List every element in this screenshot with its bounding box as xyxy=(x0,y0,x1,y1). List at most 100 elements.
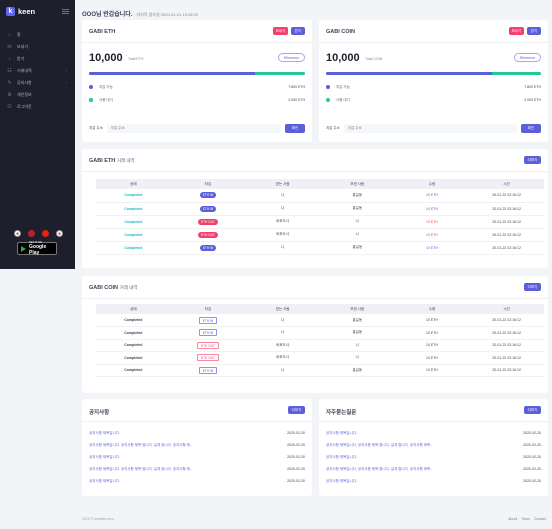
network-badge[interactable]: Ethereum xyxy=(513,53,541,62)
eth-history-table: 상태 타입 받는 사람 보낸 사람 수량 시간 Completed ETH IN 나 홍길동 10 … xyxy=(96,179,544,255)
notice-item[interactable]: 공지사항 제목입니다. 공지사항 제목 잠니다. 길게 잠니다. 공지사항 제.… xyxy=(89,439,305,451)
wallet-confirm-button[interactable]: 확인 xyxy=(521,123,541,133)
notice-item-title: 공지사항 제목입니다. xyxy=(89,454,120,459)
wallet-unit: Total COIN xyxy=(365,57,383,61)
notice-item-date: 2020-02-20 xyxy=(523,455,541,459)
status-text: Completed xyxy=(124,206,143,211)
notice-item[interactable]: 공지사항 제목입니다. 2020-02-20 xyxy=(326,427,541,439)
network-badge[interactable]: Ethereum xyxy=(277,53,305,62)
table-row[interactable]: Completed ETH IN 나 홍길동 10 ETH 20-01-22 22:16:… xyxy=(96,314,544,327)
legend-dot xyxy=(326,98,330,102)
notice-item[interactable]: 공지사항 제목입니다. 2020-02-20 xyxy=(326,451,541,463)
notice-item[interactable]: 공지사항 제목입니다. 2020-02-20 xyxy=(89,427,305,439)
table-body: Completed ETH IN 나 홍길동 10 ETH 20-01-22 22:16:… xyxy=(96,189,544,255)
sidebar-item-4[interactable]: ✎ 공지사항 › xyxy=(0,77,75,89)
notice-card: 공지사항 더보기 공지사항 제목입니다. 2020-02-20 공지사항 제목입니다… xyxy=(82,399,312,496)
legend-available: 지갑 가능 7,800 ETH xyxy=(89,84,305,90)
column-header: 상태 xyxy=(96,304,171,314)
column-header: 받는 사람 xyxy=(245,304,320,314)
table-row[interactable]: Completed ETH IN 나 홍길동 10 ETH 20-01-22 22:16:… xyxy=(96,189,544,203)
wallet-address-input[interactable] xyxy=(343,123,517,133)
table-row[interactable]: Completed ETH OUT 바후도사 나 10 ETH 20-01-22 22:1… xyxy=(96,351,544,365)
type-badge: ETH OUT xyxy=(196,354,219,362)
cell-from: 홍길동 xyxy=(319,202,395,216)
wallet-address-input[interactable] xyxy=(106,123,281,133)
table-body: Completed ETH IN 나 홍길동 10 ETH 20-01-22 22:16:… xyxy=(96,314,544,377)
table-row[interactable]: Completed ETH OUT 바후도사 나 10 ETH 20-01-22 22:1… xyxy=(96,228,544,242)
flag-usa-icon[interactable] xyxy=(28,230,35,237)
notice-item-date: 2020-02-20 xyxy=(287,467,305,471)
type-badge: ETH OUT xyxy=(196,341,219,349)
wallet-address-label: 지갑 주소 xyxy=(89,125,103,130)
logo[interactable]: k keen xyxy=(6,7,35,16)
notice-item[interactable]: 공지사항 제목입니다. 공지사항 제목 잠니다. 길게 잠니다. 공지사항 제목… xyxy=(326,463,541,475)
footer-link-contact[interactable]: Contact xyxy=(533,517,546,521)
cell-amount: 10 ETH xyxy=(394,351,470,365)
wallet-confirm-button[interactable]: 확인 xyxy=(285,123,305,133)
footer-links: About Team Contact xyxy=(508,517,546,521)
legend-used: 사용 대기 2,000 ETH xyxy=(89,97,305,103)
coin-history-more-button[interactable]: 더보기 xyxy=(524,283,541,291)
sidebar-item-2[interactable]: ↓ 받기 xyxy=(0,53,75,65)
notice-item-date: 2020-02-20 xyxy=(287,443,305,447)
footer-link-team[interactable]: Team xyxy=(521,517,530,521)
status-text: Completed xyxy=(124,318,143,322)
legend-dot xyxy=(326,85,330,89)
notice-item[interactable]: 공지사항 제목입니다. 2020-02-20 xyxy=(326,475,541,487)
notice-item[interactable]: 공지사항 제목입니다. 공지사항 제목 잠니다. 길게 잠니다. 공지사항 제.… xyxy=(89,463,305,475)
wallet-send-button[interactable]: 보내기 xyxy=(509,27,524,35)
wallet-receive-button[interactable]: 받기 xyxy=(527,27,541,35)
column-header: 시간 xyxy=(469,179,544,189)
notice-item[interactable]: 공지사항 제목입니다. 공지사항 제목 잠니다. 길게 잠니다. 공지사항 제목… xyxy=(326,439,541,451)
notice-item-title: 공지사항 제목입니다. 공지사항 제목 잠니다. 길게 잠니다. 공지사항 제목… xyxy=(326,466,433,471)
cell-time: 20-01-22 22:16:12 xyxy=(469,241,544,255)
sidebar-item-0[interactable]: ⌂ 홈 xyxy=(0,29,75,41)
notice-item[interactable]: 공지사항 제목입니다. 2020-02-20 xyxy=(89,451,305,463)
wallet-send-button[interactable]: 보내기 xyxy=(273,27,288,35)
type-badge: ETH IN xyxy=(198,316,218,324)
cell-status: Completed xyxy=(96,339,171,352)
amount-text: 10 ETH xyxy=(426,343,438,348)
column-header: 타입 xyxy=(170,179,246,189)
cell-amount: 10 ETH xyxy=(394,314,470,327)
legend-value: 2,000 ETH xyxy=(524,98,541,102)
balance-progress-bar xyxy=(89,72,305,75)
sidebar-item-6[interactable]: ⏻ 로그아웃 xyxy=(0,101,75,113)
eth-history-more-button[interactable]: 더보기 xyxy=(524,156,541,164)
flag-korea-icon[interactable]: ● xyxy=(14,230,21,237)
legend-label: 사용 대기 xyxy=(336,97,350,102)
receive-icon: ↓ xyxy=(8,56,11,62)
notice-item-date: 2020-02-20 xyxy=(523,467,541,471)
footer-link-about[interactable]: About xyxy=(508,517,518,521)
notice-more-button[interactable]: 더보기 xyxy=(288,406,305,414)
sidebar-item-3[interactable]: ☷ 거래내역 › xyxy=(0,65,75,77)
google-play-badge[interactable]: GET IT ON Google Play xyxy=(17,241,57,256)
sidebar-item-1[interactable]: ✉ 보내기 xyxy=(0,41,75,53)
cell-to: 나 xyxy=(245,202,320,216)
sidebar-item-5[interactable]: ⚙ 개인정보 xyxy=(0,89,75,101)
notice-item[interactable]: 공지사항 제목입니다. 2020-02-20 xyxy=(89,475,305,487)
table-row[interactable]: Completed ETH IN 나 홍길동 10 ETH 20-01-22 22:16:… xyxy=(96,364,544,377)
table-row[interactable]: Completed ETH IN 나 홍길동 10 ETH 20-01-22 22:16:… xyxy=(96,202,544,216)
notice-title: 공지사항 xyxy=(89,410,110,416)
cell-type: ETH IN xyxy=(170,314,246,327)
sidebar-toggle-icon[interactable] xyxy=(62,9,69,14)
table-row[interactable]: Completed ETH IN 나 홍길동 10 ETH 20-01-22 22:16:… xyxy=(96,241,544,255)
notice-item-title: 공지사항 제목입니다. xyxy=(326,430,357,435)
cell-to: 나 xyxy=(245,364,320,377)
flag-japan-icon[interactable]: ● xyxy=(56,230,63,237)
cell-status: Completed xyxy=(96,215,171,229)
google-play-icon xyxy=(21,245,26,252)
coin-history-card: GABI COIN 거래 내역 더보기 상태 타입 받는 사람 보낸 사람 수량 시간 Co… xyxy=(82,276,548,393)
flag-china-icon[interactable] xyxy=(42,230,49,237)
table-row[interactable]: Completed ETH OUT 바후도사 나 10 ETH 20-01-22 22:1… xyxy=(96,215,544,229)
cell-status: Completed xyxy=(96,228,171,242)
sidebar: k keen ⌂ 홈 ✉ 보내기 ↓ 받기 ☷ 거래내역 › ✎ 공지사항 › ⚙ 개인정보 ⏻ 로그아웃 ●… xyxy=(0,0,75,269)
table-row[interactable]: Completed ETH IN 나 홍길동 10 ETH 20-01-22 22:16:… xyxy=(96,326,544,340)
wallet-receive-button[interactable]: 받기 xyxy=(291,27,305,35)
cell-time: 20-01-22 22:16:12 xyxy=(469,215,544,229)
faq-more-button[interactable]: 더보기 xyxy=(524,406,541,414)
table-row[interactable]: Completed ETH OUT 바후도사 나 10 ETH 20-01-22 22:1… xyxy=(96,339,544,352)
wallet-card-coin: GABI COIN 보내기 받기 10,000 Total COIN Ethereum 지갑… xyxy=(319,20,548,142)
